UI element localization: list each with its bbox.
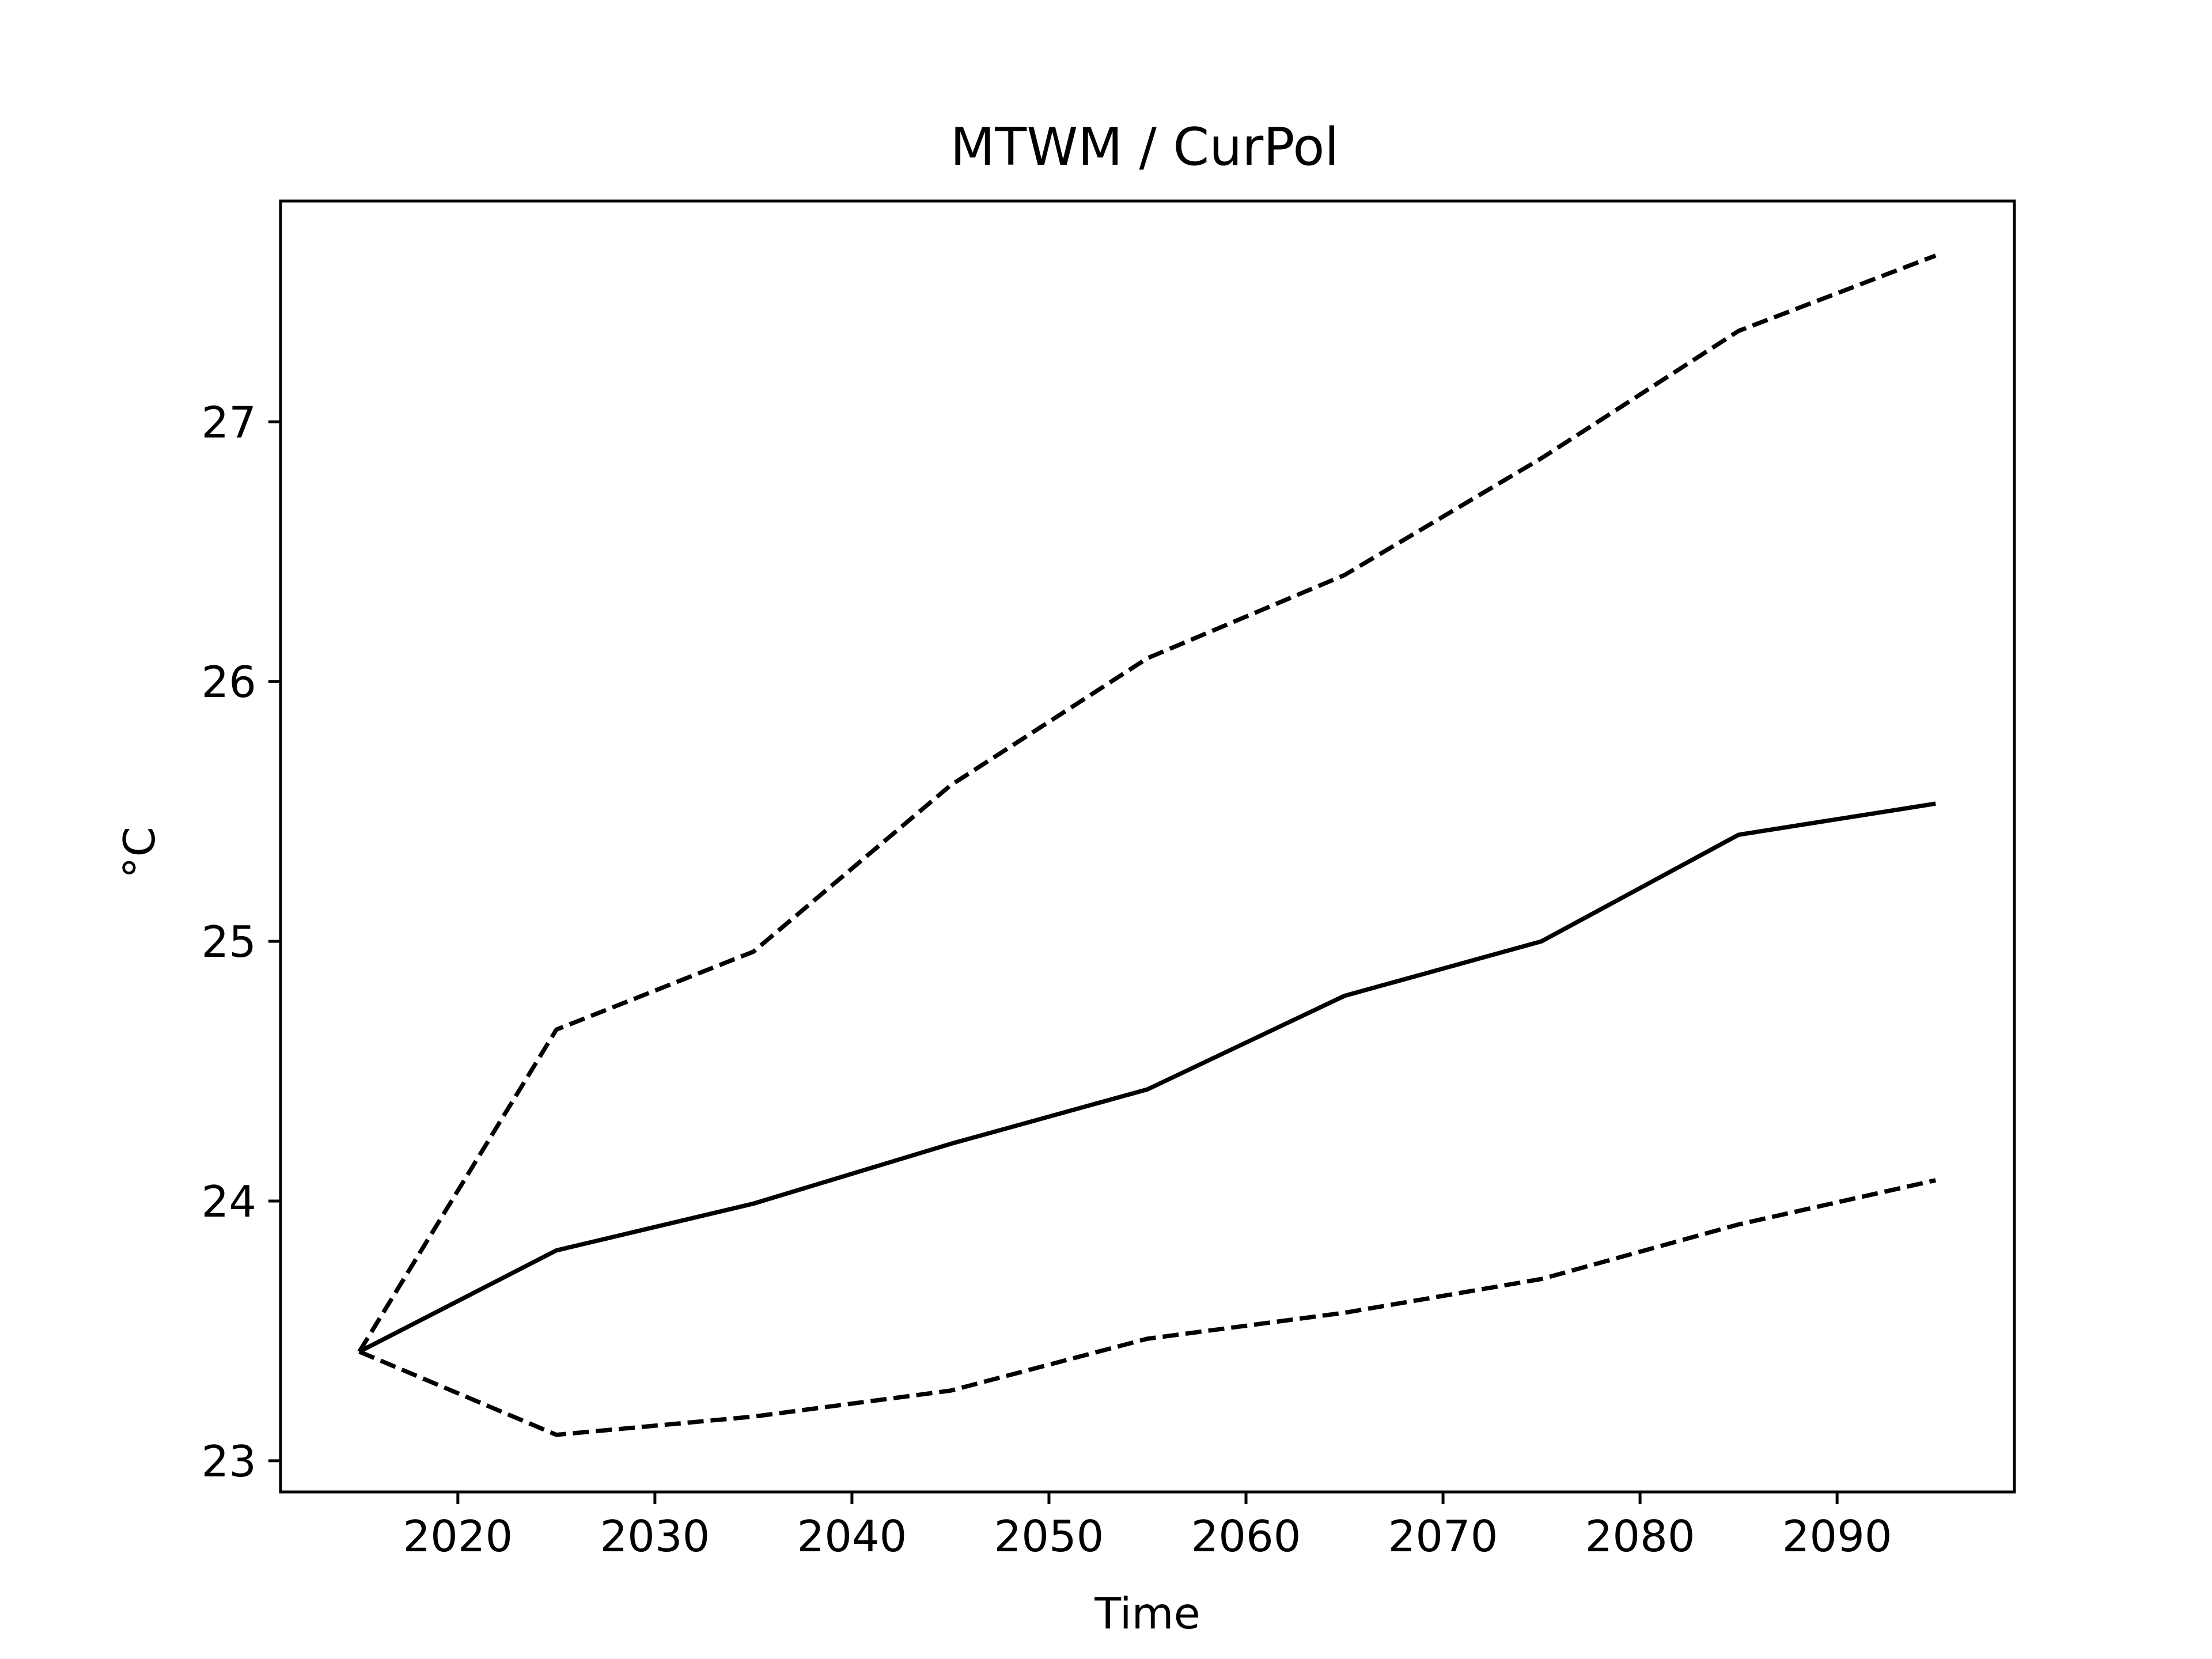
x-tick-label: 2090 [1782,1511,1892,1562]
y-tick-label: 26 [202,657,256,707]
series-line-3 [358,1178,1937,1437]
y-axis: 23 24 25 26 27 [202,397,281,1487]
series-line-2 [358,801,1936,1354]
y-tick-label: 24 [202,1176,256,1227]
plot-area [357,253,1937,1437]
x-tick-label: 2050 [994,1511,1104,1562]
series-line-1 [357,253,1937,1353]
y-axis-label: °C [114,827,165,878]
y-tick-label: 25 [202,916,256,967]
y-tick-label: 27 [202,397,256,448]
x-tick-label: 2020 [403,1511,513,1562]
x-tick-label: 2040 [797,1511,907,1562]
x-axis: 2020 2030 2040 2050 2060 2070 2080 2090 [403,1492,1892,1562]
x-tick-label: 2030 [600,1511,710,1562]
x-tick-label: 2080 [1585,1511,1695,1562]
x-tick-label: 2070 [1388,1511,1498,1562]
chart-title: MTWM / CurPol [950,117,1339,177]
x-axis-label: Time [1094,1588,1200,1639]
axes-frame [279,199,2016,1494]
x-tick-label: 2060 [1191,1511,1301,1562]
y-tick-label: 23 [202,1436,256,1487]
